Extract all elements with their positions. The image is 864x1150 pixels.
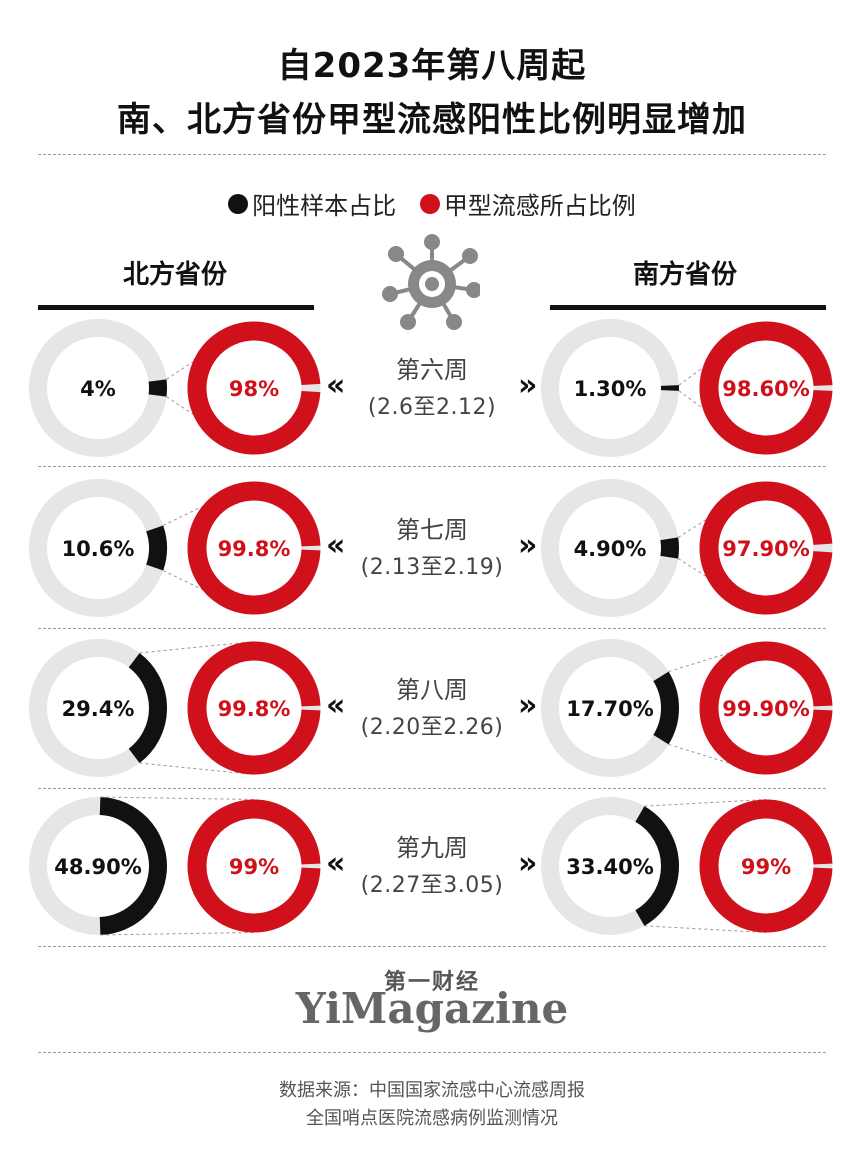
legend: 阳性样本占比 甲型流感所占比例 [0,186,864,221]
week-block: 第九周 (2.27至3.05) [330,828,534,899]
north-positive-arc-1 [146,525,167,571]
divider-top [38,154,826,155]
region-title-north: 北方省份 [122,260,227,290]
region-rule-south [550,305,826,310]
chevron-left-icon: « [326,846,346,881]
row-divider [38,466,826,467]
north-connector-top-3 [100,796,255,800]
north-connector-bottom-3 [100,932,255,936]
south-positive-arc-3 [635,806,679,926]
chevron-left-icon: « [326,528,346,563]
week-range: (2.13至2.19) [360,555,504,580]
legend-label-influenza-a: 甲型流感所占比例 [443,192,636,220]
south-positive-arc-1 [660,537,679,559]
week-range: (2.20至2.26) [360,715,504,740]
week-label: 第六周 [396,356,468,384]
page-title-line2: 南、北方省份甲型流感阳性比例明显增加 [117,100,747,140]
week-label: 第七周 [396,516,468,544]
divider-bottom [38,1052,826,1053]
virus-icon [382,234,480,330]
source-line2: 全国哨点医院流感病例监测情况 [306,1108,558,1129]
south-influenza-a-arc-0 [699,321,833,455]
south-connector-bottom-3 [644,925,767,933]
chevron-right-icon: » [518,846,538,881]
south-positive-label-2: 17.70% [566,697,653,721]
south-influenza-a-arc-3 [699,799,833,933]
north-connector-top-2 [139,641,255,654]
region-title-south: 南方省份 [632,260,737,290]
legend-label-positive: 阳性样本占比 [252,192,397,220]
south-influenza-a-arc-2 [699,641,833,775]
north-influenza-a-arc-2 [187,641,321,775]
south-positive-label-3: 33.40% [566,855,653,879]
north-influenza-a-arc-3 [187,799,321,933]
north-influenza-a-arc-0 [187,321,321,455]
north-positive-arc-3 [99,797,167,935]
north-influenza-a-label-0: 98% [229,377,279,401]
north-influenza-a-label-2: 99.8% [218,697,291,721]
chevron-right-icon: » [518,368,538,403]
south-positive-arc-2 [653,671,679,745]
north-influenza-a-label-3: 99% [229,855,279,879]
brand-name-cn: 第一财经 [383,970,480,995]
week-block: 第六周 (2.6至2.12) [330,350,534,421]
north-influenza-a-arc-1 [187,481,321,615]
brand-logo-en: YiMagazine [295,984,569,1033]
south-influenza-a-label-1: 97.90% [722,537,809,561]
week-range: (2.27至3.05) [360,873,504,898]
north-positive-label-3: 48.90% [54,855,141,879]
north-positive-label-1: 10.6% [62,537,135,561]
north-connector-bottom-2 [139,762,255,775]
chevron-right-icon: » [518,688,538,723]
south-influenza-a-arc-1 [699,481,833,615]
region-rule-north [38,305,314,310]
week-label: 第九周 [396,834,468,862]
north-positive-label-0: 4% [80,377,116,401]
page-title-line1: 自2023年第八周起 [277,46,587,86]
source-line1: 数据来源：中国国家流感中心流感周报 [279,1080,585,1101]
south-influenza-a-label-3: 99% [741,855,791,879]
row-divider [38,788,826,789]
south-influenza-a-label-2: 99.90% [722,697,809,721]
black-dot-icon [228,193,249,214]
legend-item-influenza-a: 甲型流感所占比例 [419,186,636,221]
chevron-right-icon: » [518,528,538,563]
red-dot-icon [419,193,440,214]
south-connector-top-3 [644,799,767,807]
south-positive-label-0: 1.30% [574,377,647,401]
north-influenza-a-label-1: 99.8% [218,537,291,561]
row-divider [38,946,826,947]
legend-item-positive: 阳性样本占比 [228,186,396,221]
week-label: 第八周 [396,676,468,704]
week-block: 第七周 (2.13至2.19) [330,510,534,581]
south-positive-label-1: 4.90% [574,537,647,561]
south-influenza-a-label-0: 98.60% [722,377,809,401]
north-positive-arc-2 [128,652,167,764]
week-block: 第八周 (2.20至2.26) [330,670,534,741]
chevron-left-icon: « [326,368,346,403]
week-range: (2.6至2.12) [367,395,497,420]
north-positive-label-2: 29.4% [62,697,135,721]
row-divider [38,628,826,629]
chevron-left-icon: « [326,688,346,723]
